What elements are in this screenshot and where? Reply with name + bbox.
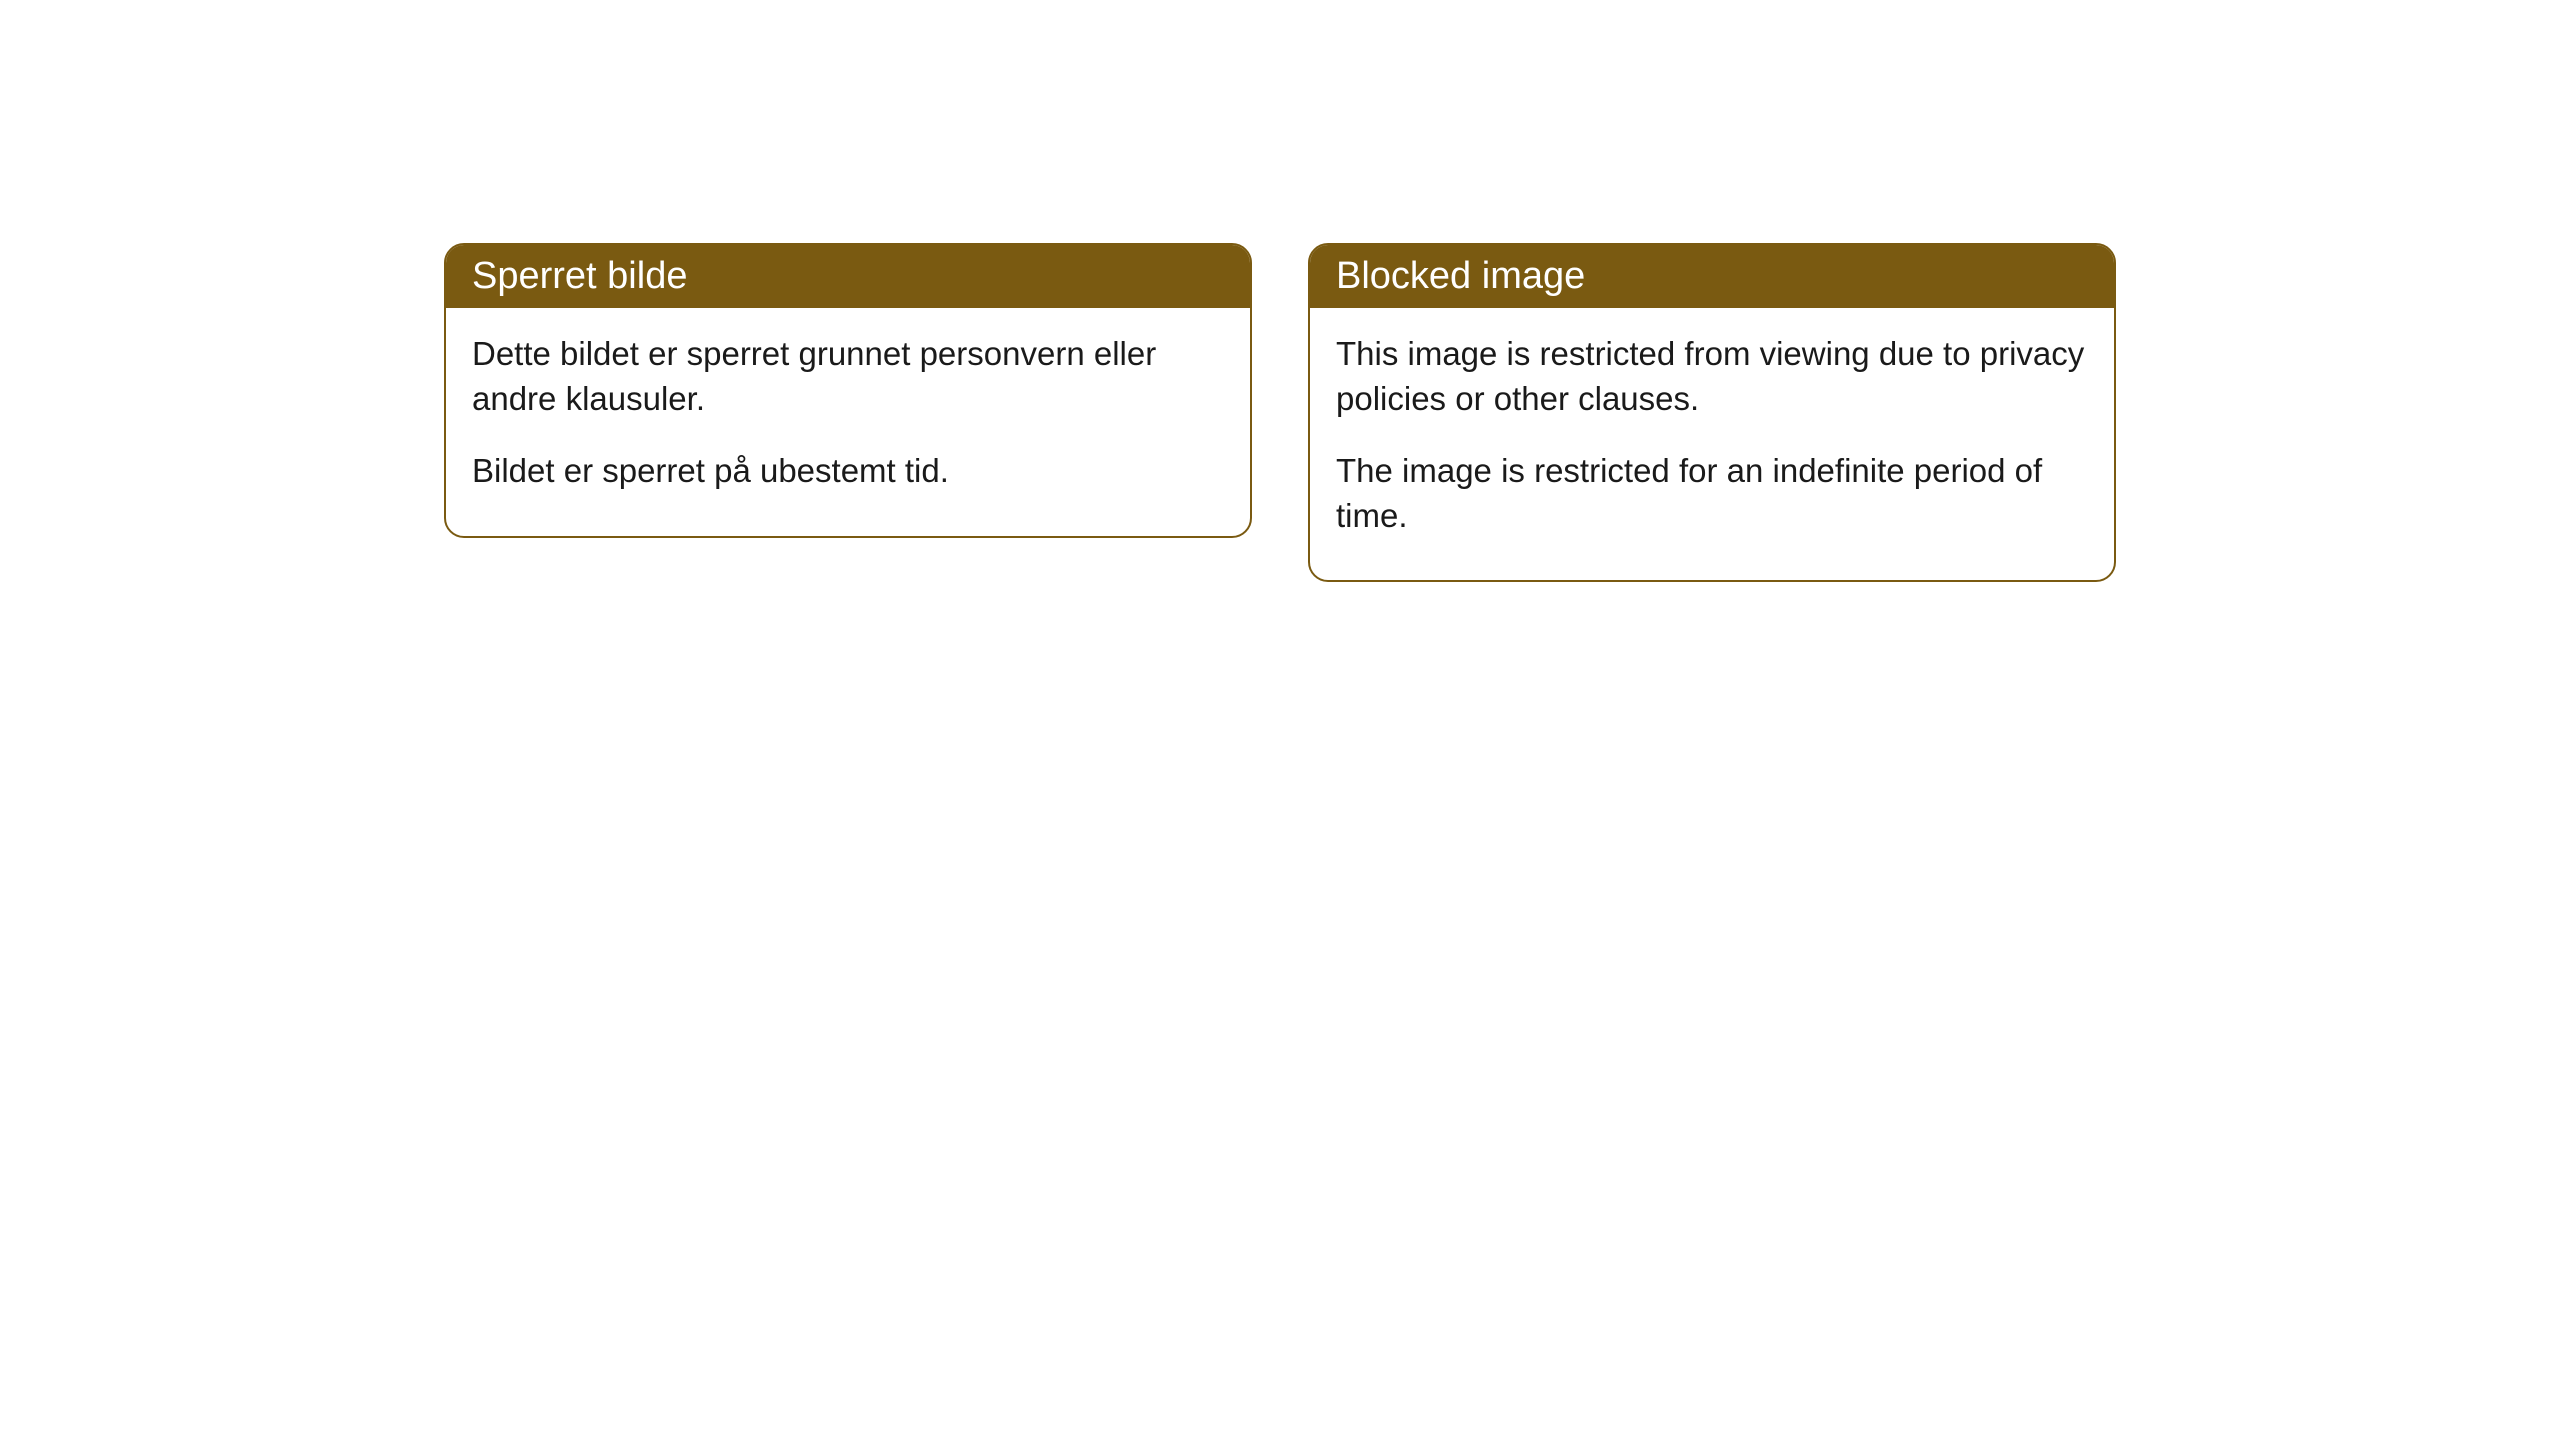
card-paragraph: This image is restricted from viewing du… [1336, 332, 2088, 421]
card-header-english: Blocked image [1310, 245, 2114, 308]
card-paragraph: Bildet er sperret på ubestemt tid. [472, 449, 1224, 494]
card-title: Sperret bilde [472, 255, 687, 297]
card-body-norwegian: Dette bildet er sperret grunnet personve… [446, 308, 1250, 536]
card-norwegian: Sperret bilde Dette bildet er sperret gr… [444, 243, 1252, 538]
card-paragraph: Dette bildet er sperret grunnet personve… [472, 332, 1224, 421]
card-paragraph: The image is restricted for an indefinit… [1336, 449, 2088, 538]
card-body-english: This image is restricted from viewing du… [1310, 308, 2114, 580]
card-english: Blocked image This image is restricted f… [1308, 243, 2116, 582]
cards-container: Sperret bilde Dette bildet er sperret gr… [444, 243, 2116, 1440]
card-title: Blocked image [1336, 255, 1585, 297]
card-header-norwegian: Sperret bilde [446, 245, 1250, 308]
